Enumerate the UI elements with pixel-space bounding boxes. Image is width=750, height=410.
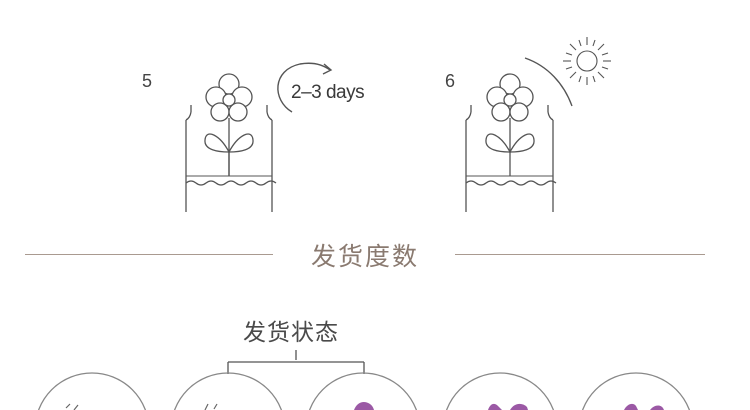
flower-icon: [486, 73, 534, 122]
purple-petal: [624, 403, 638, 410]
duration-label: 2–3 days: [291, 82, 365, 103]
stem-hint: [65, 403, 79, 410]
circle-badge-icon: [37, 372, 147, 410]
flower-pot-illustration-6: [465, 105, 557, 212]
step-number-6: 6: [445, 71, 456, 91]
shipping-status-label: 发货状态: [243, 320, 339, 346]
sun-ray-arc: [524, 57, 573, 107]
purple-petal: [488, 403, 502, 410]
sun-icon: [563, 37, 611, 85]
circle-badge-icon: [308, 372, 418, 410]
flower-icon: [205, 73, 253, 122]
section-title: 发货度数: [311, 242, 420, 271]
circle-badge-icon: [445, 372, 555, 410]
divider-right: [455, 254, 705, 255]
flower-pot-illustration-5: [185, 105, 277, 212]
status-bracket: [227, 350, 365, 374]
circle-badge-icon: [173, 372, 283, 410]
purple-petal: [510, 403, 528, 410]
step-number-5: 5: [142, 71, 153, 91]
stem-hint: [204, 403, 218, 410]
curved-arrow-icon: [277, 62, 333, 113]
purple-petal: [650, 405, 664, 410]
circle-badge-icon: [581, 372, 691, 410]
divider-left: [25, 254, 273, 255]
purple-petal: [354, 402, 374, 410]
